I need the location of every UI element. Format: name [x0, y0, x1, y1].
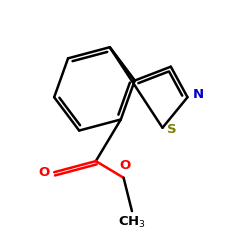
Text: CH$_3$: CH$_3$ [118, 215, 146, 230]
Text: O: O [120, 159, 130, 172]
Text: O: O [38, 166, 49, 179]
Text: N: N [192, 88, 203, 102]
Text: S: S [168, 123, 177, 136]
